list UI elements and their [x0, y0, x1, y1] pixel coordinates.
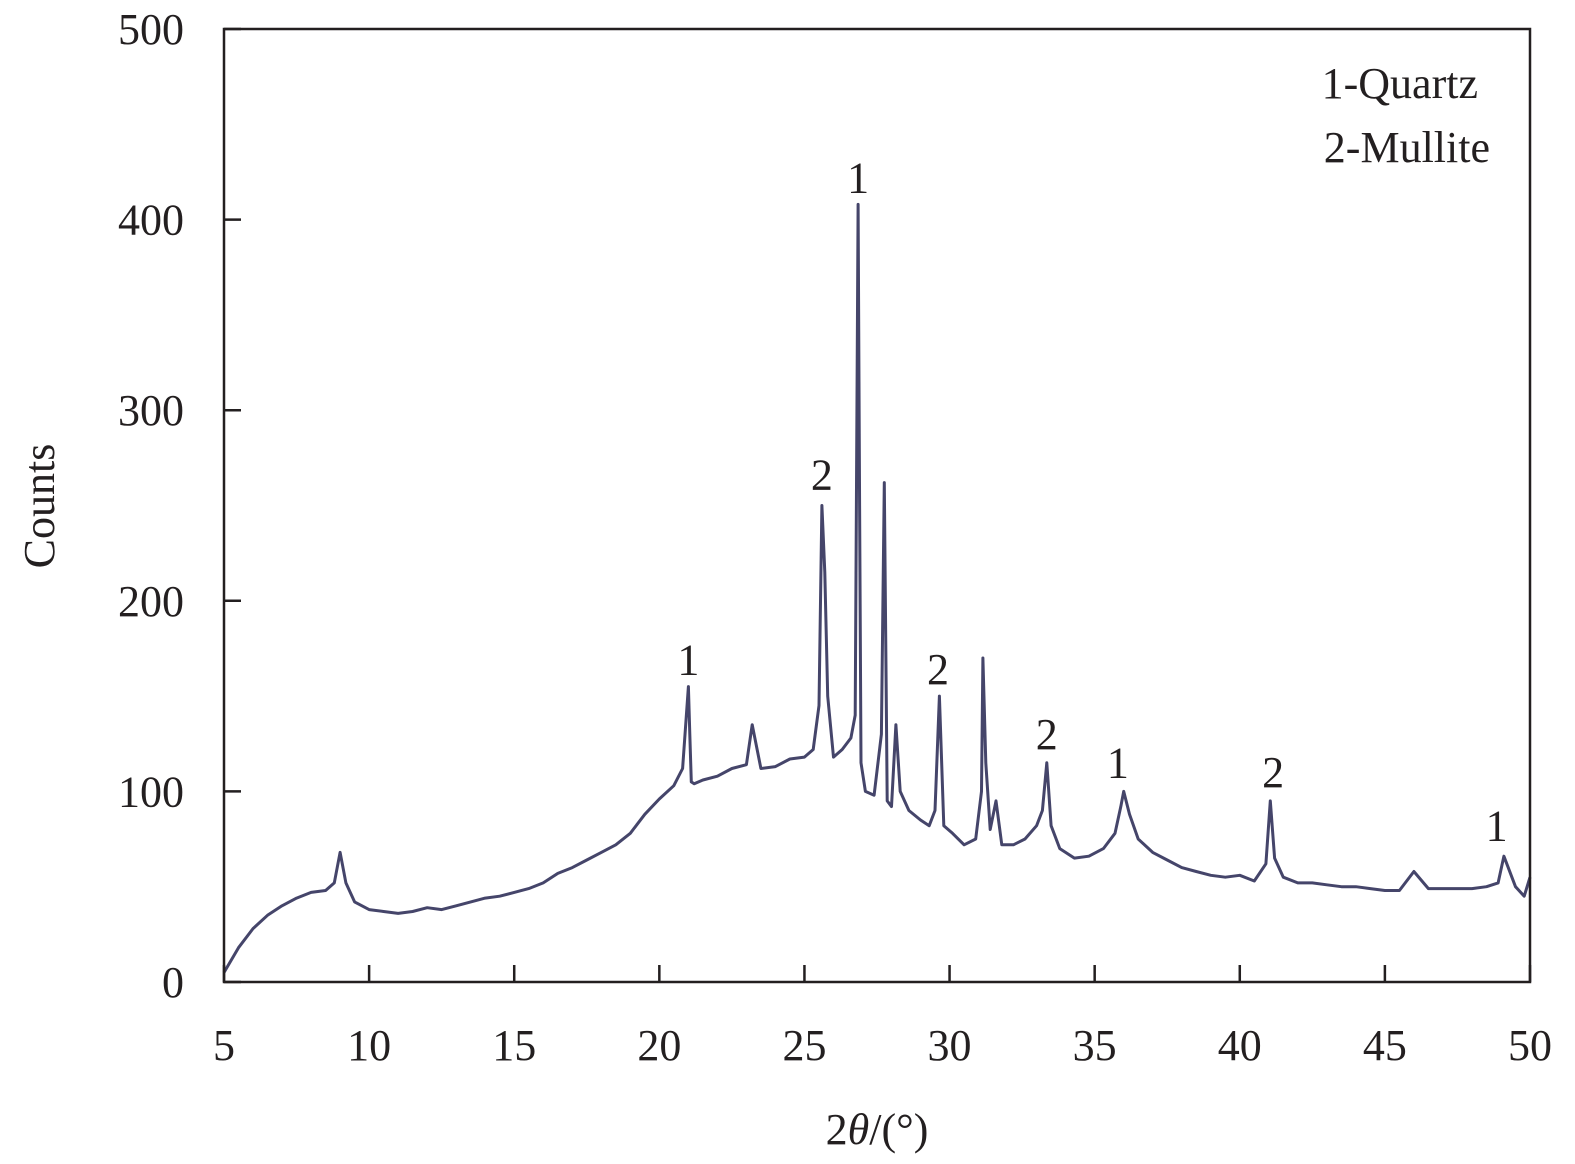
- x-tick-label: 45: [1363, 1021, 1407, 1070]
- y-tick-label: 500: [118, 5, 184, 54]
- peak-label: 1: [847, 153, 869, 202]
- series-line-0: [222, 202, 1532, 974]
- x-tick-label: 50: [1508, 1021, 1552, 1070]
- legend-entry-quartz: 1-Quartz: [1322, 59, 1478, 108]
- x-tick-label: 15: [492, 1021, 536, 1070]
- data-layer: [222, 202, 1532, 974]
- x-axis-title-prefix: 2: [826, 1105, 848, 1154]
- peak-label: 1: [677, 636, 699, 685]
- y-tick-label: 100: [118, 767, 184, 816]
- x-tick-label: 25: [782, 1021, 826, 1070]
- plot-frame: [222, 27, 1532, 984]
- legend-entry-mullite: 2-Mullite: [1324, 123, 1490, 172]
- peak-label: 2: [811, 451, 833, 500]
- x-tick-label: 35: [1073, 1021, 1117, 1070]
- x-tick-label: 5: [213, 1021, 235, 1070]
- x-tick-label: 20: [637, 1021, 681, 1070]
- x-tick-label: 40: [1218, 1021, 1262, 1070]
- y-tick-label: 0: [162, 958, 184, 1007]
- peak-label: 2: [1036, 710, 1058, 759]
- x-axis-title: 2θ/(°): [826, 1105, 929, 1154]
- y-tick-label: 200: [118, 577, 184, 626]
- peak-label: 2: [1262, 748, 1284, 797]
- peak-label: 1: [1107, 738, 1129, 787]
- y-axis-title: Counts: [15, 444, 64, 569]
- y-tick-label: 400: [118, 196, 184, 245]
- x-tick-label: 10: [347, 1021, 391, 1070]
- x-axis-title-symbol: θ: [848, 1105, 870, 1154]
- y-tick-label: 300: [118, 386, 184, 435]
- x-tick-label: 30: [928, 1021, 972, 1070]
- peak-label: 1: [1486, 801, 1508, 850]
- x-axis-title-suffix: /(°): [869, 1105, 928, 1154]
- peak-label: 2: [927, 645, 949, 694]
